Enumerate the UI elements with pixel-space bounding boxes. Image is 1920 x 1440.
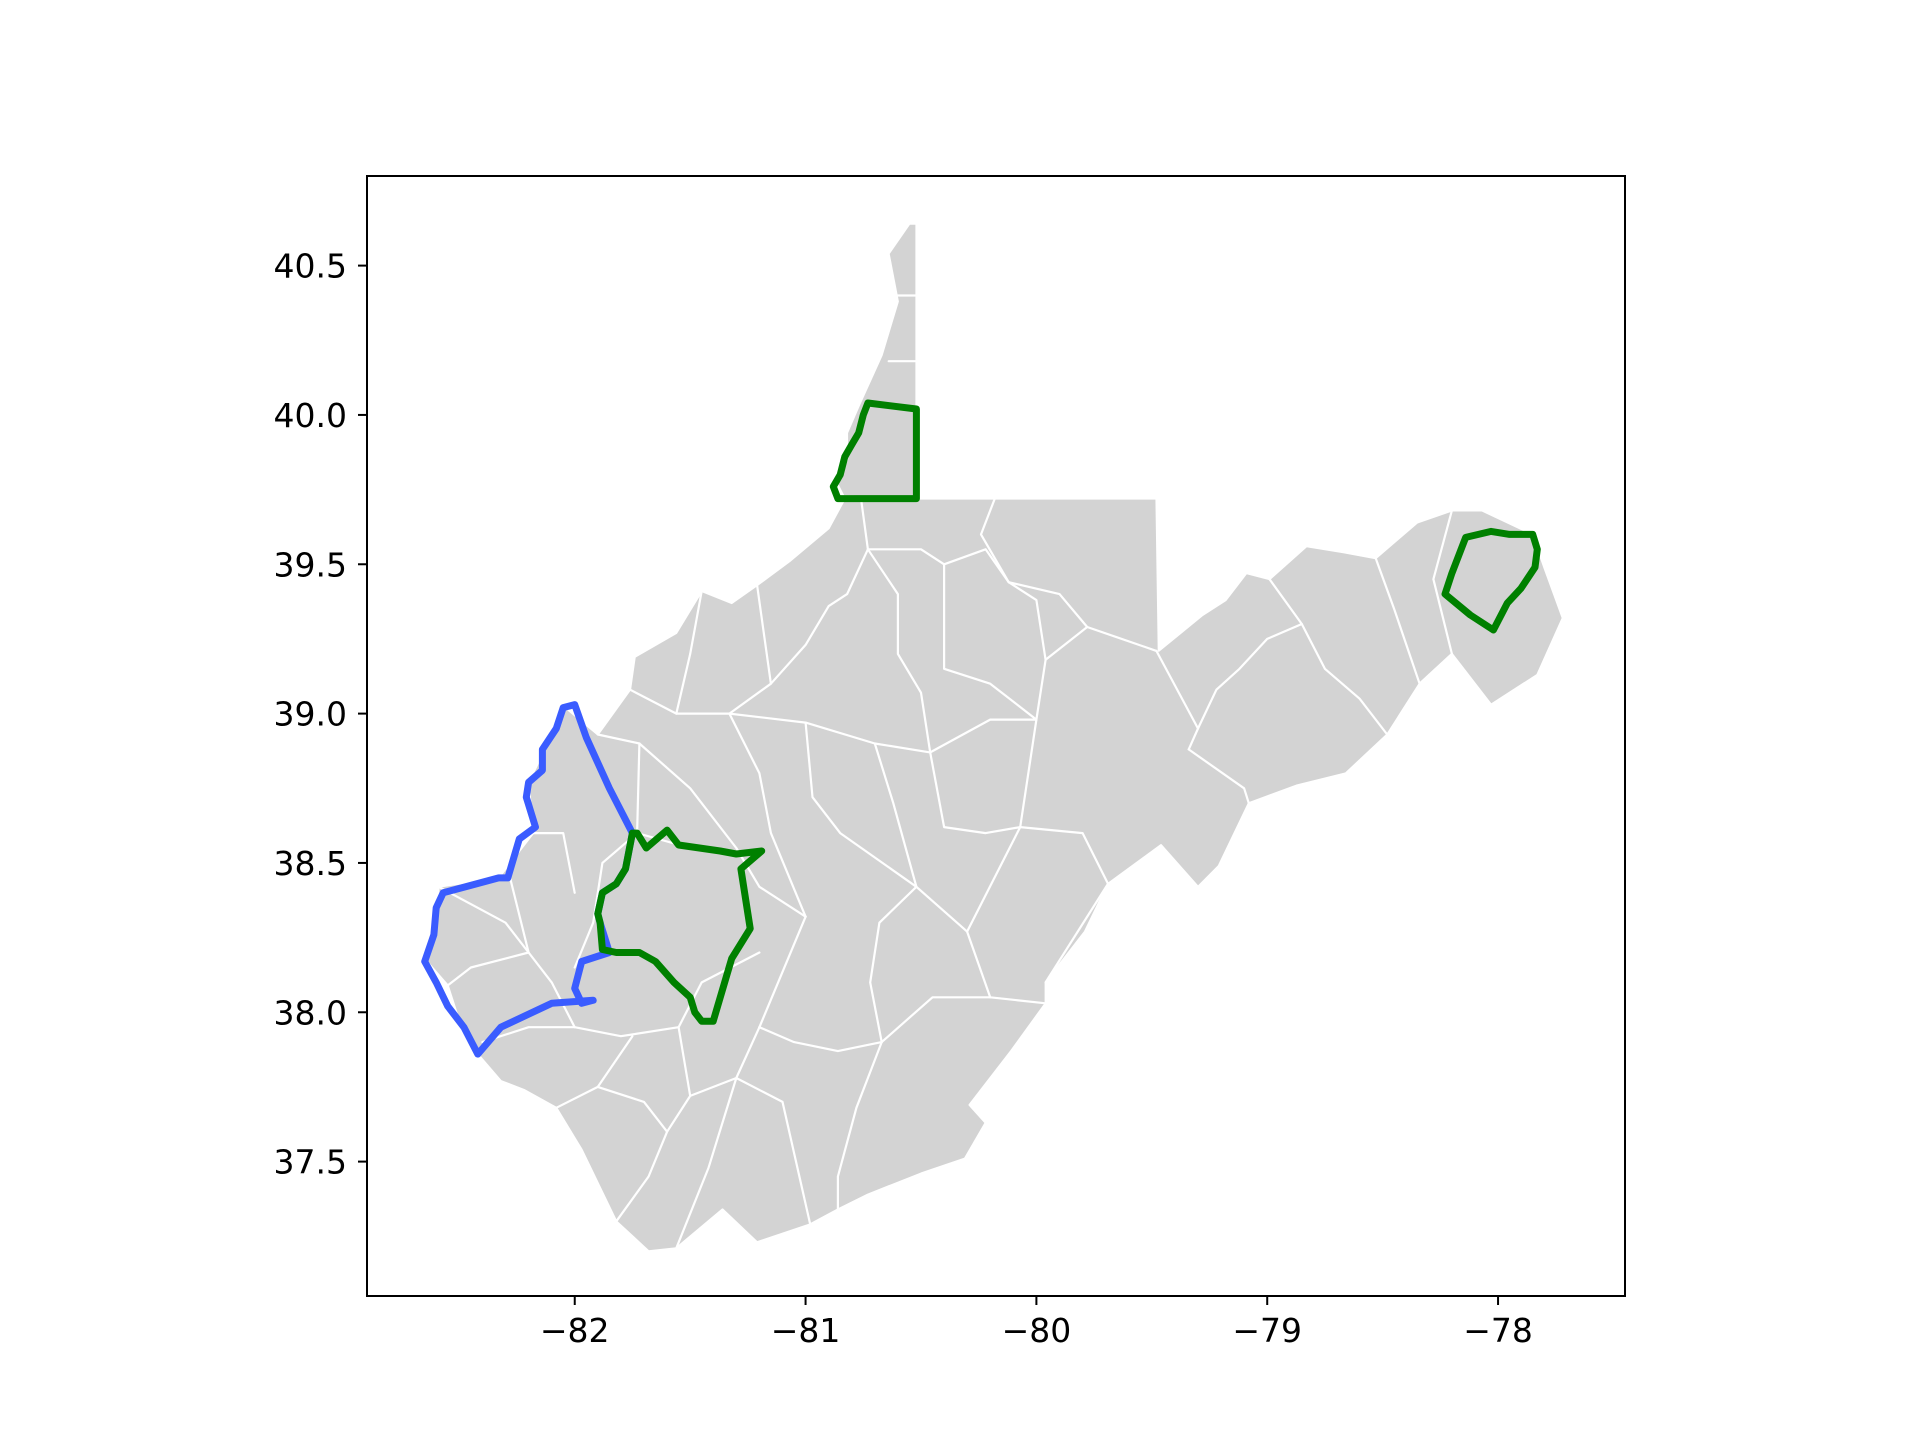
county-border-45	[1187, 622, 1303, 751]
county-border-4	[859, 497, 1010, 584]
county-border-20	[929, 751, 1022, 835]
county-border-32	[735, 1026, 812, 1226]
highlighted-region-outline-2	[829, 399, 920, 503]
state-land-shape	[426, 222, 1564, 1253]
county-border-48	[1374, 557, 1421, 685]
county-border-30	[758, 1026, 883, 1053]
x-tick-label: −79	[1232, 1311, 1302, 1350]
county-border-15	[596, 733, 807, 918]
highlighted-region-outline-1	[594, 826, 766, 1025]
county-borders-layer	[437, 294, 1454, 1250]
county-border-19	[873, 742, 918, 888]
x-tick-label: −78	[1463, 1311, 1533, 1350]
y-tick-label: 38.0	[274, 993, 347, 1032]
county-border-49	[1432, 509, 1454, 656]
axes-frame	[366, 175, 1626, 1297]
x-axis-ticks: −82 −81 −80 −79 −78	[540, 1296, 1533, 1350]
county-border-25	[989, 996, 1047, 1005]
county-border-40	[532, 831, 576, 894]
county-border-5	[979, 497, 1010, 584]
county-border-38	[446, 951, 530, 987]
county-border-11	[675, 589, 703, 715]
y-tick-label: 39.0	[274, 695, 347, 734]
county-border-21	[1019, 718, 1038, 829]
county-border-27	[869, 885, 918, 1044]
y-tick-label: 38.5	[274, 844, 347, 883]
county-border-6	[1007, 581, 1089, 629]
x-tick-label: −81	[771, 1311, 841, 1350]
county-border-22	[1019, 825, 1110, 885]
county-border-34	[675, 1076, 738, 1250]
county-border-28	[880, 996, 992, 1044]
county-border-39	[509, 876, 530, 954]
county-border-44	[1268, 578, 1389, 736]
county-border-8	[1007, 581, 1047, 661]
county-border-46	[1187, 748, 1250, 805]
county-border-23	[1044, 882, 1110, 984]
county-border-17	[728, 712, 807, 918]
y-axis-ticks: 37.5 38.0 38.5 39.0 39.5 40.0 40.5	[274, 247, 367, 1182]
county-border-7	[1035, 625, 1158, 721]
y-tick-label: 37.5	[274, 1143, 347, 1182]
county-border-47	[1155, 649, 1200, 730]
land-layer	[426, 222, 1564, 1253]
county-border-10	[755, 584, 773, 685]
highlighted-region-outline-3	[1441, 527, 1541, 634]
county-border-14	[942, 563, 1038, 721]
county-border-18	[804, 721, 918, 888]
county-border-41	[573, 831, 639, 969]
county-border-13	[866, 548, 932, 754]
county-border-31	[758, 915, 807, 1029]
county-border-12	[628, 688, 1038, 754]
x-tick-label: −82	[540, 1311, 610, 1350]
highlighted-regions-layer	[421, 399, 1541, 1058]
y-tick-label: 39.5	[274, 545, 347, 584]
county-border-43	[596, 1085, 669, 1133]
x-tick-label: −80	[1002, 1311, 1072, 1350]
county-border-29	[836, 1040, 883, 1211]
county-border-26	[915, 885, 969, 933]
y-tick-label: 40.0	[274, 396, 347, 435]
y-tick-label: 40.5	[274, 247, 347, 286]
county-border-50	[1418, 652, 1454, 685]
county-border-9	[728, 548, 870, 715]
